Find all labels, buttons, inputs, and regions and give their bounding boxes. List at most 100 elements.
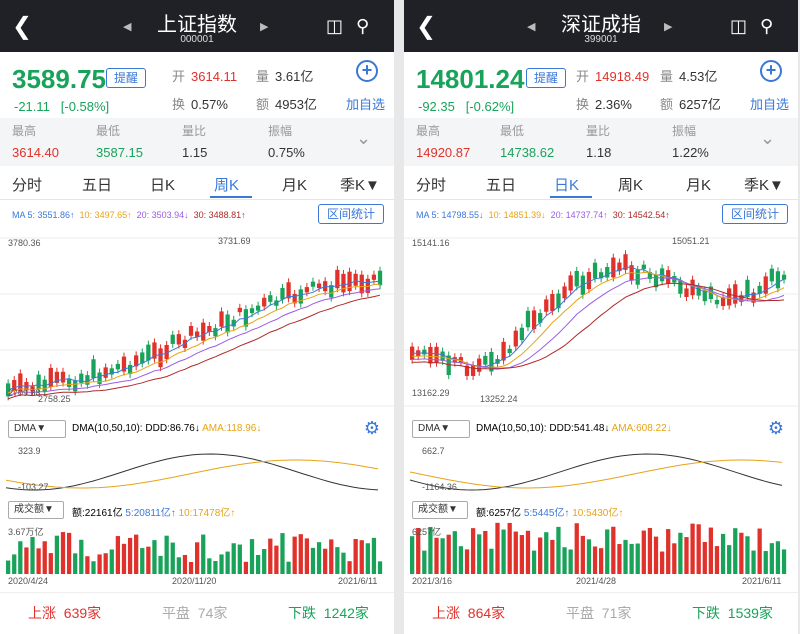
candlestick-chart[interactable] [404, 230, 798, 412]
expand-chevron-icon[interactable]: ⌄ [760, 128, 776, 148]
candle [243, 309, 249, 327]
candle [109, 368, 114, 375]
candle [97, 372, 102, 385]
gear-icon[interactable]: ⚙ [767, 418, 784, 438]
volume-bar-mark [158, 555, 163, 574]
tab-period[interactable]: 五日 [82, 177, 113, 194]
candle [134, 355, 139, 367]
add-watchlist-icon[interactable]: + [356, 60, 378, 82]
back-arrow-icon[interactable]: ❮ [416, 13, 437, 40]
candle [751, 292, 756, 303]
candle [304, 287, 310, 293]
chart-bottom-label: 13162.29 [412, 388, 450, 398]
tab-period[interactable]: 分时 [416, 177, 447, 194]
prev-index-icon[interactable]: ◀ [527, 21, 536, 33]
tab-period[interactable]: 月K [282, 177, 308, 194]
top-bar: ❮ ◀ ▶ 深证成指 399001 ◫ ⚲ [404, 0, 798, 52]
tab-period[interactable]: 日K [554, 177, 580, 194]
volume-bar-mark [592, 546, 598, 574]
volume-bar-mark [678, 532, 683, 574]
volume-bar-mark [42, 541, 47, 574]
chart-high-label: 15051.21 [672, 236, 710, 246]
remind-button[interactable]: 提醒 [106, 68, 146, 88]
search-icon[interactable]: ⚲ [356, 16, 370, 36]
range-stats-button[interactable]: 区间统计 [722, 204, 788, 224]
candle [531, 310, 537, 330]
candle [495, 359, 500, 364]
tab-period[interactable]: 日K [150, 177, 176, 194]
ma-line-path [412, 277, 785, 369]
notes-icon[interactable]: ◫ [730, 16, 748, 36]
candle [464, 365, 470, 376]
amount-field: 额 6257亿 [660, 97, 721, 112]
indicator-select[interactable]: DMA▼ [8, 420, 66, 438]
volume-bar-mark [365, 543, 370, 574]
volume-bar-mark [219, 554, 224, 574]
search-icon[interactable]: ⚲ [760, 16, 774, 36]
expand-chevron-icon[interactable]: ⌄ [356, 128, 372, 148]
tab-period[interactable]: 季K▼ [340, 177, 380, 194]
tab-period[interactable]: 月K [686, 177, 712, 194]
candle [73, 380, 78, 392]
ama-line [409, 459, 783, 489]
candle [556, 293, 561, 309]
candle [341, 273, 346, 293]
index-code: 399001 [584, 34, 618, 45]
gear-icon[interactable]: ⚙ [363, 418, 380, 438]
volume-field: 量 3.61亿 [256, 69, 314, 84]
next-index-icon[interactable]: ▶ [260, 21, 269, 33]
volume-bar-mark [225, 551, 230, 574]
candle [121, 356, 127, 372]
tab-period[interactable]: 周K [214, 177, 240, 194]
tab-period[interactable]: 季K▼ [744, 177, 784, 194]
volume-bar-mark [690, 523, 695, 574]
stat-item: 最低 3587.15 [96, 124, 143, 160]
volume-select[interactable]: 成交额▼ [412, 501, 468, 519]
next-index-icon[interactable]: ▶ [664, 21, 673, 33]
candle [347, 271, 352, 292]
candle [617, 262, 622, 272]
notes-icon[interactable]: ◫ [326, 16, 344, 36]
range-stats-button[interactable]: 区间统计 [318, 204, 384, 224]
indicator-top-label: 323.9 [18, 446, 41, 456]
candle [280, 287, 285, 300]
candle [781, 274, 787, 280]
add-watchlist-button[interactable]: 加自选 [750, 97, 790, 112]
indicator-select[interactable]: DMA▼ [412, 420, 470, 438]
stat-item: 量比 1.18 [586, 124, 612, 160]
page-title: 深证成指 [561, 12, 641, 36]
volume-bar-mark [446, 534, 451, 574]
back-arrow-icon[interactable]: ❮ [12, 13, 33, 40]
volume-bar-mark [6, 560, 11, 574]
candle [428, 347, 433, 364]
candle [763, 276, 768, 294]
stat-item: 量比 1.15 [182, 124, 208, 160]
tab-period[interactable]: 分时 [12, 177, 43, 194]
candle [470, 365, 476, 376]
candle [538, 313, 543, 323]
volume-bar-mark [617, 544, 622, 574]
panel-shenzhen: ❮ ◀ ▶ 深证成指 399001 ◫ ⚲ 14801.24 提醒 -92.35… [404, 0, 798, 634]
candle [115, 363, 121, 370]
candle [12, 380, 17, 392]
candle [371, 274, 377, 280]
chart-low-label: 13252.24 [480, 394, 518, 404]
remind-button[interactable]: 提醒 [526, 68, 566, 88]
prev-index-icon[interactable]: ◀ [123, 21, 132, 33]
candle [353, 273, 358, 286]
flat-count: 平盘 74家 [162, 605, 228, 621]
tab-period[interactable]: 周K [618, 177, 644, 194]
candlestick-chart[interactable] [0, 230, 394, 412]
volume-bar-mark [140, 548, 145, 574]
add-watchlist-icon[interactable]: + [760, 60, 782, 82]
volume-bar-mark [79, 539, 84, 574]
tab-period[interactable]: 五日 [486, 177, 517, 194]
add-watchlist-button[interactable]: 加自选 [346, 97, 386, 112]
candle [103, 367, 108, 378]
market-breadth: 上涨 864家 平盘 71家 下跌 1539家 [404, 592, 798, 634]
volume-select[interactable]: 成交额▼ [8, 501, 64, 519]
candle [91, 359, 96, 379]
candle [714, 299, 720, 305]
candle [329, 285, 334, 298]
candle [641, 264, 646, 270]
